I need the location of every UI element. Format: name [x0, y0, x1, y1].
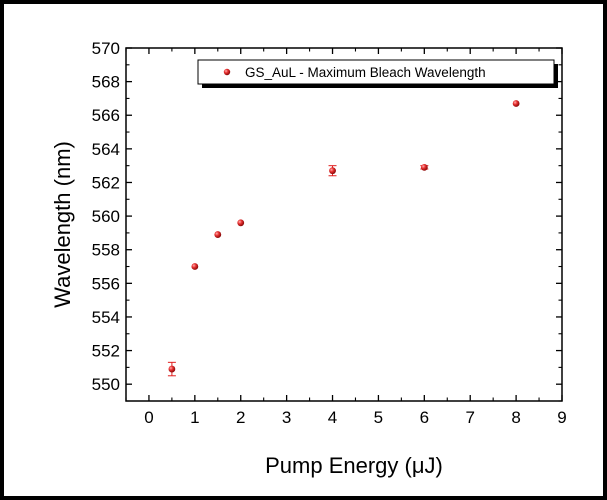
x-axis-title: Pump Energy (μJ) [265, 453, 443, 478]
x-tick-label: 6 [420, 408, 429, 427]
y-tick-label: 564 [92, 140, 120, 159]
data-point [237, 219, 245, 227]
x-tick-label: 0 [144, 408, 153, 427]
legend-label: GS_AuL - Maximum Bleach Wavelength [245, 65, 486, 80]
y-tick-label: 554 [92, 308, 120, 327]
plot-frame [125, 47, 563, 402]
x-tick-label: 3 [282, 408, 291, 427]
data-point [420, 163, 428, 171]
y-axis-title: Wavelength (nm) [50, 141, 75, 308]
axis-ticks: 0 1 2 3 4 5 6 7 8 9 550 552 554 556 558 560 562 564 566 568… [92, 39, 567, 427]
x-tick-label: 5 [374, 408, 383, 427]
data-point [512, 100, 520, 107]
data-point [191, 263, 199, 270]
y-tick-label: 552 [92, 342, 120, 361]
x-tick-label: 8 [511, 408, 520, 427]
data-point [214, 231, 222, 238]
data-point [168, 365, 176, 373]
x-tick-label: 9 [557, 408, 566, 427]
legend-marker [223, 68, 231, 76]
x-tick-label: 7 [465, 408, 474, 427]
data-point [329, 167, 336, 175]
y-tick-label: 568 [92, 73, 120, 92]
legend: GS_AuL - Maximum Bleach Wavelength [197, 59, 558, 88]
y-tick-label: 550 [92, 375, 120, 394]
legend-box [197, 59, 555, 85]
x-tick-label: 1 [190, 408, 199, 427]
y-tick-label: 558 [92, 241, 120, 260]
data-marks [167, 100, 520, 377]
x-tick-label: 2 [236, 408, 245, 427]
y-tick-label: 556 [92, 274, 120, 293]
y-tick-label: 560 [92, 207, 120, 226]
y-tick-label: 570 [92, 39, 120, 58]
y-tick-label: 562 [92, 173, 120, 192]
y-tick-label: 566 [92, 106, 120, 125]
x-tick-label: 4 [328, 408, 337, 427]
